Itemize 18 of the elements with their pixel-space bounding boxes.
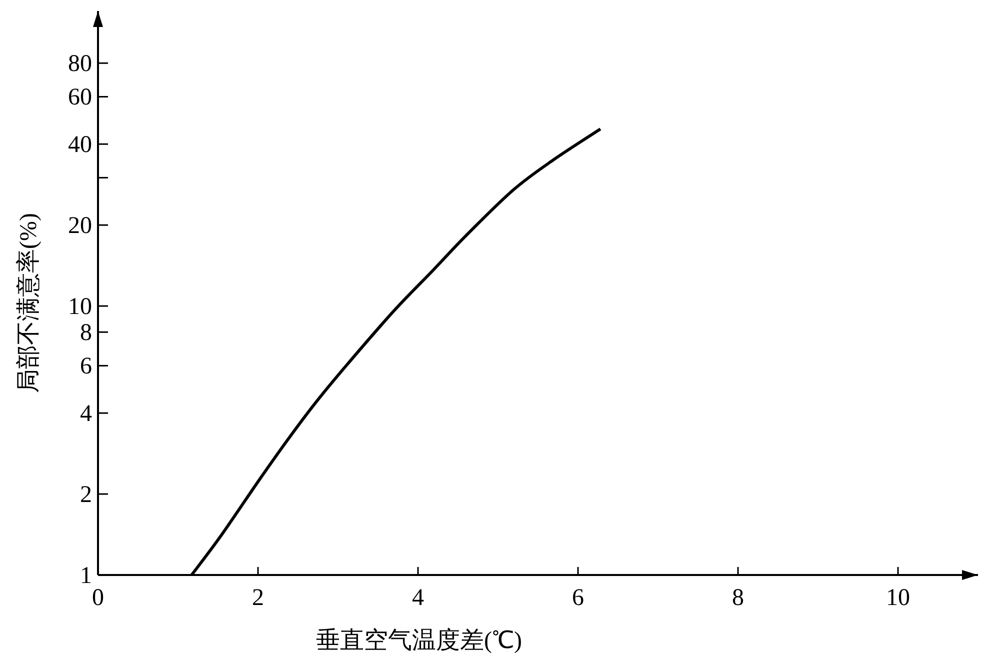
x-tick-label: 6 — [572, 585, 584, 611]
y-tick-label: 1 — [80, 563, 92, 589]
x-tick-label: 4 — [412, 585, 424, 611]
y-tick-label: 10 — [68, 294, 92, 320]
y-tick-label: 6 — [80, 354, 92, 380]
x-tick-label: 0 — [92, 585, 104, 611]
x-tick-label: 2 — [252, 585, 264, 611]
y-tick-label: 60 — [68, 84, 92, 111]
x-axis-title: 垂直空气温度差(℃) — [316, 627, 522, 654]
y-tick-label: 80 — [68, 51, 92, 78]
y-tick-label: 8 — [80, 320, 92, 346]
y-axis-title: 局部不满意率(%) — [15, 213, 42, 393]
y-tick-label: 20 — [68, 213, 92, 240]
y-tick-label: 4 — [80, 401, 92, 428]
x-tick-label: 8 — [732, 585, 744, 611]
y-tick-label: 2 — [80, 482, 92, 508]
y-tick-label: 40 — [68, 132, 92, 158]
x-tick-label: 10 — [886, 585, 910, 611]
